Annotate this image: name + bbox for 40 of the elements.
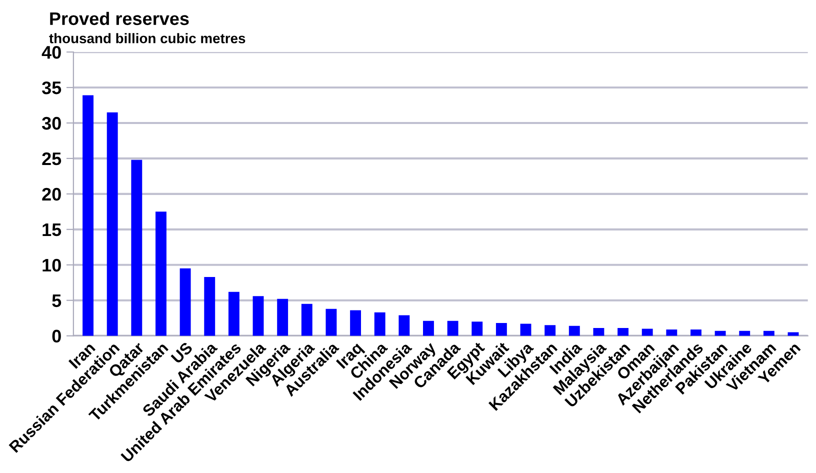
chart-title: Proved reserves: [50, 12, 189, 26]
y-tick-label: 10: [42, 258, 61, 272]
bar: [106, 112, 118, 336]
bar: [228, 292, 240, 336]
y-tick-label: 20: [42, 188, 61, 201]
bar: [690, 329, 702, 336]
bar: [301, 304, 312, 336]
y-tick-label: 40: [42, 46, 61, 59]
bar: [131, 160, 142, 336]
bar: [568, 326, 580, 336]
bar: [642, 328, 653, 336]
bar: [763, 330, 774, 336]
chart-subtitle: thousand billion cubic metres: [49, 33, 246, 44]
bar: [666, 329, 678, 336]
bar: [277, 298, 288, 336]
y-tick-label: 35: [42, 81, 62, 94]
y-tick-label: 30: [42, 116, 61, 130]
bar: [204, 276, 216, 336]
bar: [398, 315, 410, 336]
y-tick-label: 0: [52, 330, 61, 343]
bar: [82, 95, 94, 336]
bar: [156, 212, 166, 336]
bar: [520, 324, 532, 336]
bar: [472, 322, 483, 336]
bar: [544, 325, 556, 336]
bar: [423, 320, 434, 336]
bar: [350, 310, 361, 336]
bar: [593, 328, 604, 336]
y-tick-label: 25: [42, 152, 62, 166]
bar: [714, 330, 726, 336]
bar: [496, 323, 507, 336]
bar: [180, 268, 191, 336]
bar: [739, 330, 750, 336]
bar: [326, 308, 337, 336]
bar: [374, 312, 386, 336]
y-tick-label: 15: [42, 224, 62, 236]
bar: [252, 296, 264, 336]
bar: [447, 320, 458, 336]
y-tick-label: 5: [52, 294, 62, 308]
bar: [618, 328, 628, 336]
